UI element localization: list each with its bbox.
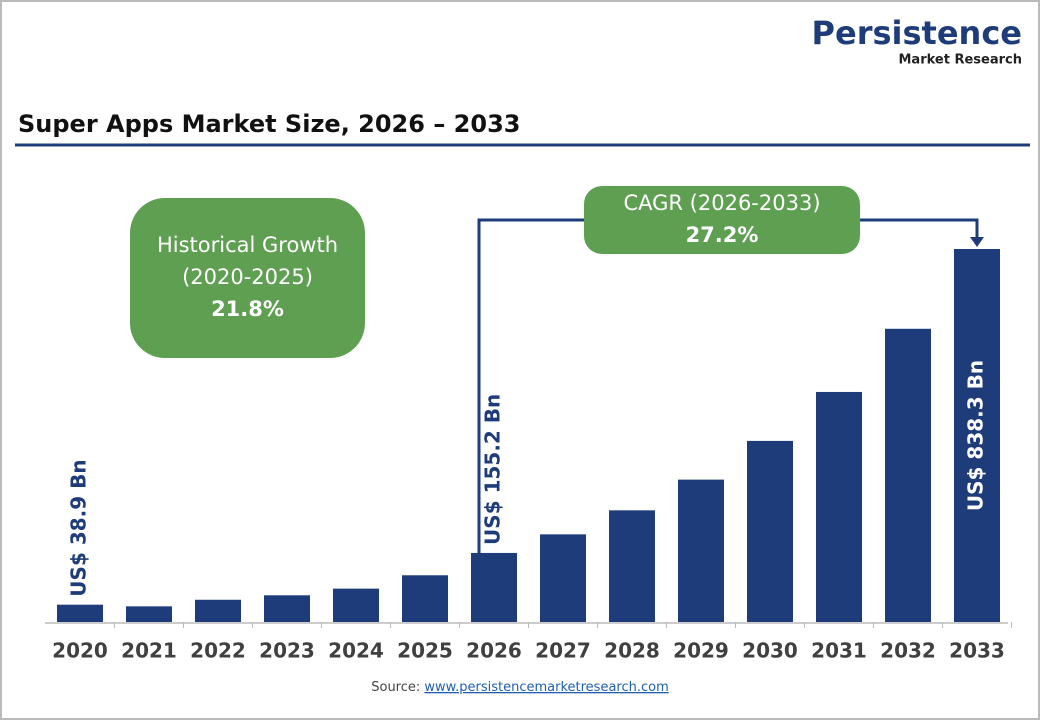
- value-label: US$ 838.3 Bn: [964, 360, 988, 511]
- source: Source: www.persistencemarketresearch.co…: [371, 680, 669, 695]
- bar: [816, 391, 862, 622]
- bar: [126, 606, 172, 622]
- annotation-text: CAGR (2026-2033): [623, 191, 820, 215]
- annotation-text: Historical Growth: [157, 233, 338, 257]
- bar: [954, 249, 1000, 622]
- bar: [333, 588, 379, 622]
- bar: [609, 510, 655, 622]
- x-tick-label: 2022: [190, 639, 246, 663]
- value-label: US$ 38.9 Bn: [67, 459, 91, 596]
- x-tick-label: 2032: [880, 639, 936, 663]
- x-tick-label: 2031: [811, 639, 867, 663]
- annotation-text: (2020-2025): [182, 265, 313, 289]
- x-tick-label: 2021: [121, 639, 177, 663]
- bar: [402, 575, 448, 622]
- bar: [471, 552, 517, 622]
- chart-title: Super Apps Market Size, 2026 – 2033: [18, 110, 520, 138]
- x-tick-label: 2026: [466, 639, 522, 663]
- x-tick-label: 2027: [535, 639, 591, 663]
- value-label: US$ 155.2 Bn: [481, 394, 505, 545]
- x-tick-label: 2033: [949, 639, 1005, 663]
- bar: [195, 599, 241, 622]
- bar: [678, 479, 724, 622]
- logo-tagline: Market Research: [899, 53, 1023, 68]
- annotation-box: [584, 186, 860, 254]
- logo-name: Persistence: [812, 14, 1022, 52]
- source-label: Source:: [371, 680, 420, 695]
- bar: [264, 595, 310, 622]
- annotation-box: [130, 198, 365, 358]
- annotation-text: 27.2%: [686, 223, 759, 247]
- x-tick-label: 2025: [397, 639, 453, 663]
- bar: [540, 534, 586, 622]
- source-url[interactable]: www.persistencemarketresearch.com: [424, 680, 668, 695]
- bar: [57, 604, 103, 622]
- bar: [885, 328, 931, 622]
- x-tick-label: 2023: [259, 639, 315, 663]
- x-tick-label: 2029: [673, 639, 729, 663]
- annotation-text: 21.8%: [211, 297, 284, 321]
- cagr-arrow: [970, 237, 984, 247]
- x-tick-label: 2024: [328, 639, 384, 663]
- x-tick-label: 2020: [52, 639, 108, 663]
- x-tick-label: 2028: [604, 639, 660, 663]
- bar: [747, 440, 793, 622]
- x-tick-label: 2030: [742, 639, 798, 663]
